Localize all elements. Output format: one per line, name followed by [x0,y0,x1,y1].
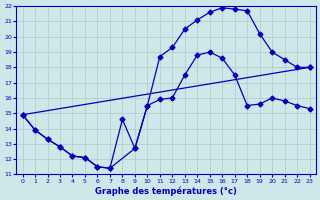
X-axis label: Graphe des températures (°c): Graphe des températures (°c) [95,186,237,196]
